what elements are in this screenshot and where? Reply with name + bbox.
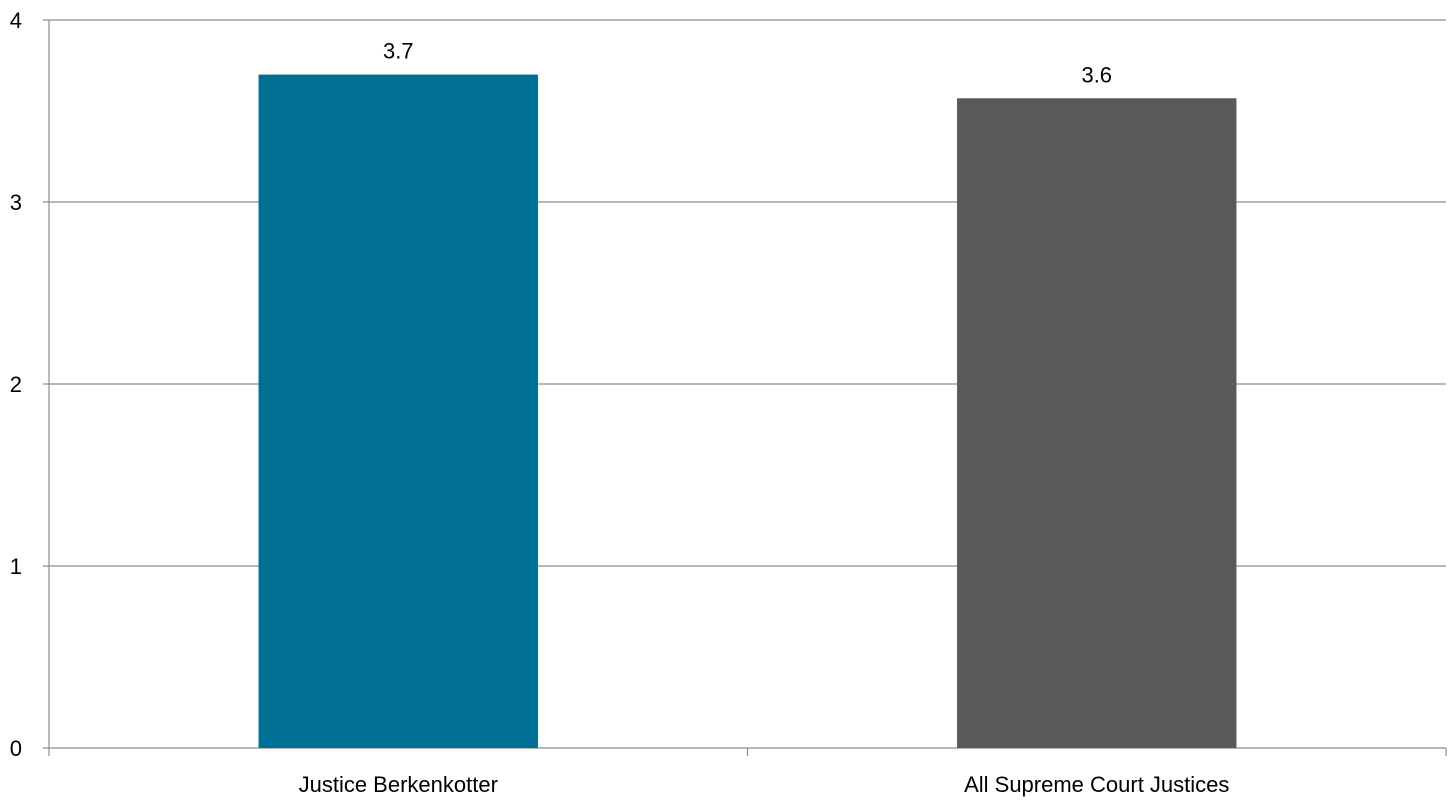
x-tick-label: All Supreme Court Justices [964, 772, 1229, 797]
x-tick-label: Justice Berkenkotter [299, 772, 498, 797]
y-axis-tick-labels: 0 1 2 3 4 [10, 8, 22, 761]
y-tick-label: 2 [10, 372, 22, 397]
bars [258, 74, 1237, 749]
y-tick-label: 0 [10, 736, 22, 761]
y-tick-label: 4 [10, 8, 22, 33]
bar-1 [258, 74, 538, 749]
data-label: 3.7 [383, 39, 414, 64]
data-labels: 3.7 3.6 [383, 39, 1112, 88]
x-axis-tick-labels: Justice Berkenkotter All Supreme Court Ju… [299, 772, 1230, 797]
data-label: 3.6 [1081, 62, 1112, 87]
y-tick-label: 3 [10, 190, 22, 215]
bar-2 [957, 98, 1237, 748]
y-tick-label: 1 [10, 554, 22, 579]
